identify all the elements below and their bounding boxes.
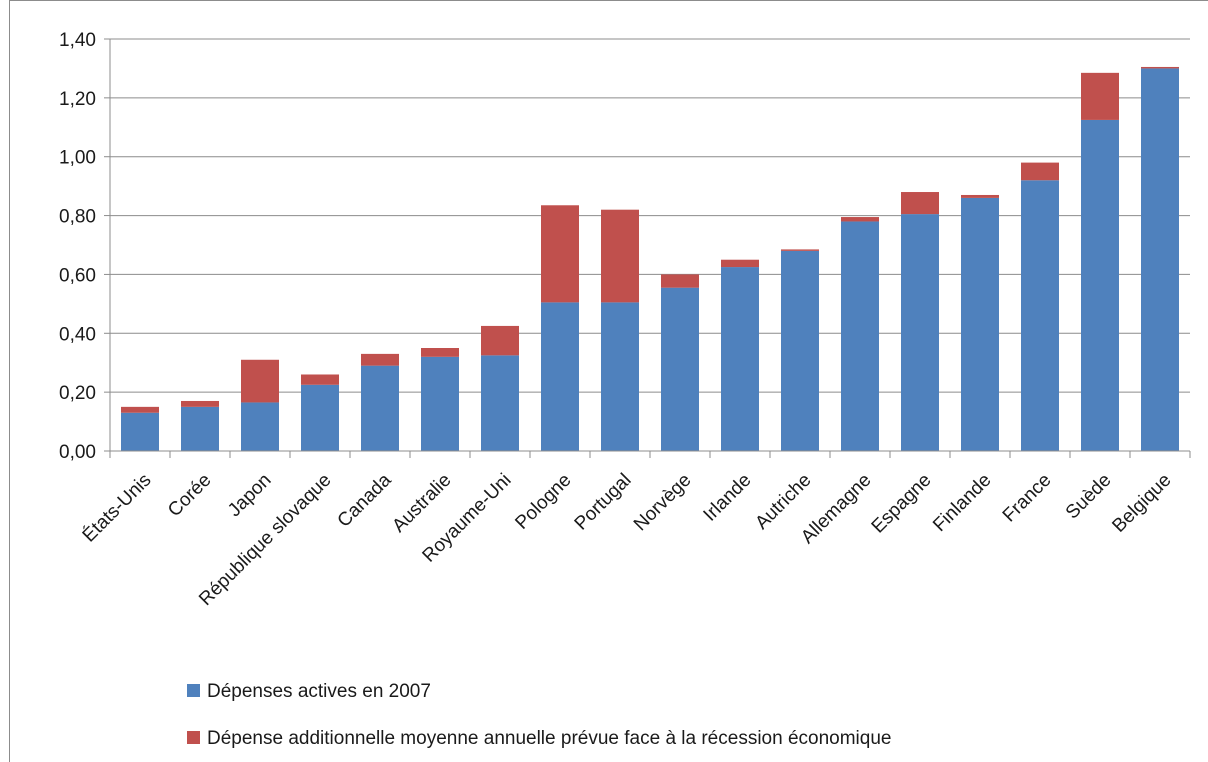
x-tick-label: Espagne	[868, 470, 936, 538]
legend-swatch-additional-spending	[187, 731, 200, 744]
bar-additional-spending	[541, 205, 579, 303]
y-tick-label: 0,60	[59, 265, 96, 286]
x-tick-label: Corée	[164, 470, 215, 521]
bar-active-2007	[1081, 119, 1119, 451]
x-tick-label: Portugal	[571, 470, 636, 535]
bar-additional-spending	[901, 192, 939, 215]
bar-additional-spending	[241, 359, 279, 403]
x-tick-label: Suède	[1062, 470, 1116, 524]
bar-active-2007	[421, 356, 459, 451]
bar-active-2007	[901, 214, 939, 451]
bar-active-2007	[781, 250, 819, 451]
bar-additional-spending	[1021, 162, 1059, 181]
bar-additional-spending	[121, 406, 159, 413]
bar-active-2007	[841, 221, 879, 451]
y-tick-label: 1,20	[59, 89, 96, 110]
bar-active-2007	[541, 302, 579, 451]
bar-additional-spending	[601, 209, 639, 303]
bar-active-2007	[601, 302, 639, 451]
x-tick-label: États-Unis	[79, 470, 156, 547]
bar-additional-spending	[1141, 66, 1179, 69]
y-tick-label: 0,20	[59, 383, 96, 404]
bar-additional-spending	[301, 374, 339, 385]
legend: Dépenses actives en 2007 Dépense additio…	[187, 681, 891, 749]
legend-label-additional-spending: Dépense additionnelle moyenne annuelle p…	[207, 728, 891, 749]
y-tick-labels: 0,00 0,20 0,40 0,60 0,80 1,00 1,20 1,40	[59, 30, 96, 463]
y-tick-label: 0,40	[59, 324, 96, 345]
bar-active-2007	[661, 287, 699, 451]
bar-active-2007	[721, 267, 759, 451]
bar-active-2007	[121, 412, 159, 451]
x-tick-label: Irlande	[700, 470, 756, 526]
bar-active-2007	[181, 406, 219, 451]
x-tick-label: Norvège	[630, 470, 696, 536]
x-tick-label: Pologne	[511, 470, 575, 534]
bar-active-2007	[361, 365, 399, 451]
gridlines	[104, 38, 1190, 452]
bars	[121, 66, 1179, 451]
y-tick-label: 0,80	[59, 207, 96, 228]
y-tick-label: 1,00	[59, 148, 96, 169]
x-tick-label: Canada	[334, 469, 396, 531]
bar-additional-spending	[661, 274, 699, 288]
bar-additional-spending	[421, 348, 459, 357]
y-tick-label: 0,00	[59, 442, 96, 463]
bar-active-2007	[1141, 68, 1179, 451]
x-tick-label: France	[999, 470, 1056, 527]
x-tick-label: Finlande	[929, 470, 995, 536]
bar-additional-spending	[481, 325, 519, 356]
y-tick-label: 1,40	[59, 30, 96, 51]
x-tick-label: Japon	[224, 470, 275, 521]
chart-frame	[9, 0, 1208, 762]
bar-active-2007	[961, 197, 999, 451]
bar-additional-spending	[181, 400, 219, 407]
axes	[109, 39, 1191, 458]
bar-additional-spending	[1081, 72, 1119, 120]
bar-additional-spending	[781, 249, 819, 251]
bar-additional-spending	[721, 259, 759, 268]
legend-label-active-2007: Dépenses actives en 2007	[207, 681, 431, 702]
bar-active-2007	[241, 402, 279, 451]
legend-swatch-active-2007	[187, 684, 200, 697]
bar-active-2007	[301, 384, 339, 451]
x-tick-label: Belgique	[1108, 470, 1175, 537]
bar-additional-spending	[961, 194, 999, 198]
bar-additional-spending	[361, 353, 399, 366]
bar-active-2007	[481, 355, 519, 451]
bar-additional-spending	[841, 217, 879, 222]
bar-active-2007	[1021, 180, 1059, 451]
